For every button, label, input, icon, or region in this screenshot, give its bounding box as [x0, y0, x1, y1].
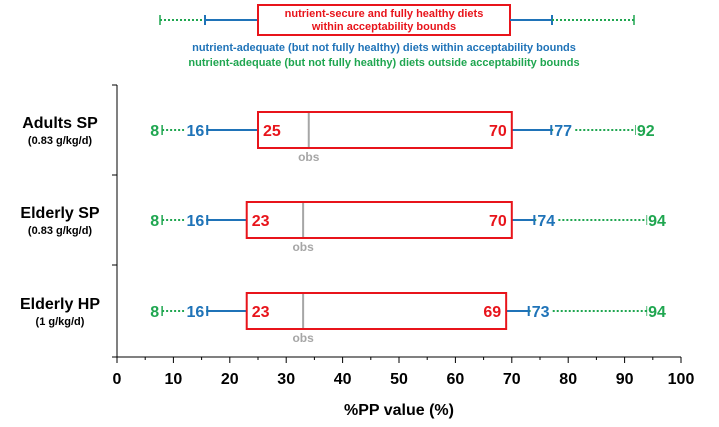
- category-label: Elderly HP: [20, 296, 100, 313]
- green-max-label: 94: [648, 304, 666, 321]
- blue-max-label-bg: [530, 302, 552, 320]
- red-min-label: 25: [263, 123, 281, 140]
- blue-max-label: 74: [537, 213, 555, 230]
- x-tick-label-0: 0: [113, 371, 122, 388]
- green-min-label-bg: [148, 121, 161, 139]
- category-label: Adults SP: [22, 115, 98, 132]
- x-tick-label-100: 100: [668, 371, 695, 388]
- blue-min-label: 16: [186, 123, 204, 140]
- x-tick-label-10: 10: [165, 371, 183, 388]
- legend-green-text: nutrient-adequate (but not fully healthy…: [188, 57, 579, 69]
- obs-label: obs: [292, 240, 314, 254]
- green-max-label-bg: [647, 302, 669, 320]
- x-tick-label-60: 60: [447, 371, 465, 388]
- green-min-label: 8: [150, 213, 159, 230]
- category-sublabel: (0.83 g/kg/d): [28, 225, 93, 237]
- obs-label: obs: [292, 331, 314, 345]
- x-tick-label-80: 80: [559, 371, 577, 388]
- category-sublabel: (0.83 g/kg/d): [28, 135, 93, 147]
- red-min-label: 23: [252, 304, 270, 321]
- green-min-label: 8: [150, 123, 159, 140]
- x-axis-title: %PP value (%): [344, 402, 454, 419]
- row-2: Elderly HP (1 g/kg/d) obs 8 16 94 73 23 69: [20, 292, 669, 345]
- blue-min-label-bg: [184, 121, 206, 139]
- blue-min-label: 16: [186, 213, 204, 230]
- category-label: Elderly SP: [20, 205, 99, 222]
- red-max-label: 70: [489, 213, 507, 230]
- x-tick-label-30: 30: [277, 371, 295, 388]
- obs-label: obs: [298, 150, 320, 164]
- x-tick-label-20: 20: [221, 371, 239, 388]
- blue-max-label-bg: [536, 211, 558, 229]
- green-min-label: 8: [150, 304, 159, 321]
- green-max-label: 94: [648, 213, 666, 230]
- legend-red-box: [257, 4, 511, 36]
- green-min-label-bg: [148, 211, 161, 229]
- x-tick-label-40: 40: [334, 371, 352, 388]
- x-tick-label-70: 70: [503, 371, 521, 388]
- red-range-box: [245, 292, 508, 330]
- x-tick-label-50: 50: [390, 371, 408, 388]
- y-ticks: [112, 84, 117, 358]
- legend-blue-text: nutrient-adequate (but not fully healthy…: [192, 42, 576, 54]
- legend-red-text-line1: nutrient-secure and fully healthy diets: [285, 8, 484, 20]
- category-sublabel: (1 g/kg/d): [36, 316, 85, 328]
- red-max-label: 69: [483, 304, 501, 321]
- red-range-box: [245, 201, 513, 239]
- red-max-label: 70: [489, 123, 507, 140]
- green-max-label-bg: [635, 121, 657, 139]
- red-min-label: 23: [252, 213, 270, 230]
- red-range-box: [257, 111, 513, 149]
- legend: nutrient-secure and fully healthy diets …: [159, 4, 635, 69]
- blue-min-label-bg: [184, 211, 206, 229]
- blue-min-label-bg: [184, 302, 206, 320]
- blue-max-label: 73: [532, 304, 550, 321]
- blue-min-label: 16: [186, 304, 204, 321]
- green-max-label: 92: [637, 123, 655, 140]
- legend-red-text-line2: within acceptability bounds: [311, 21, 456, 33]
- green-min-label-bg: [148, 302, 161, 320]
- row-1: Elderly SP (0.83 g/kg/d) obs 8 16 94 74 23 70: [20, 201, 669, 254]
- blue-max-label: 77: [554, 123, 572, 140]
- x-tick-label-90: 90: [616, 371, 634, 388]
- row-0: Adults SP (0.83 g/kg/d) obs 8 16 92 77 25 70: [22, 111, 657, 164]
- x-ticks: 0 10 20 30 40 50 60 70 80 90 100: [113, 357, 695, 388]
- green-max-label-bg: [647, 211, 669, 229]
- blue-max-label-bg: [553, 121, 575, 139]
